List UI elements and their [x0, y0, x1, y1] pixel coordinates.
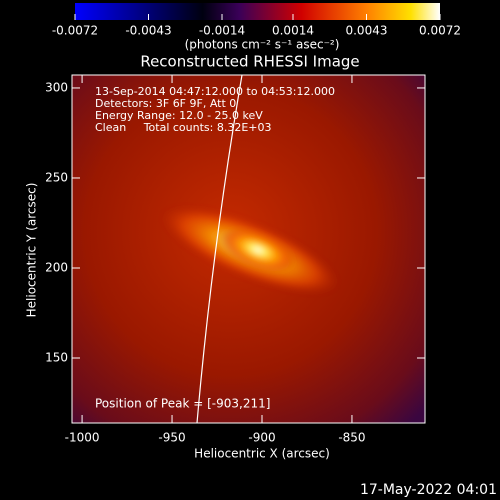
- peak-annotation: Position of Peak = [-903,211]: [95, 397, 270, 411]
- x-tick-label: -850: [338, 431, 365, 445]
- y-tick-label: 300: [45, 80, 68, 94]
- y-tick-label: 200: [45, 260, 68, 274]
- footer-date: 17-May-2022 04:01: [360, 482, 497, 498]
- solar-limb: [196, 75, 243, 423]
- colorbar-tick-label: -0.0043: [125, 24, 171, 38]
- annotation: 13-Sep-2014 04:47:12.000 to 04:53:12.000: [95, 85, 335, 98]
- y-axis-label: Heliocentric Y (arcsec): [25, 183, 39, 318]
- colorbar-tick-label: 0.0043: [345, 24, 387, 38]
- x-tick-label: -950: [158, 431, 185, 445]
- x-tick-label: -1000: [65, 431, 100, 445]
- colorbar: [75, 3, 440, 20]
- x-tick-label: -900: [248, 431, 275, 445]
- y-tick-label: 250: [45, 170, 68, 184]
- chart-title: Reconstructed RHESSI Image: [140, 53, 359, 71]
- x-axis-label: Heliocentric X (arcsec): [194, 447, 330, 461]
- y-tick-label: 150: [45, 351, 68, 365]
- colorbar-label: (photons cm⁻² s⁻¹ asec⁻²): [185, 38, 340, 52]
- image: [72, 75, 425, 423]
- annotation: Detectors: 3F 6F 9F, Att 0: [95, 97, 236, 110]
- colorbar-tick-label: -0.0014: [199, 24, 245, 38]
- source-core: [220, 227, 296, 273]
- colorbar-tick-label: -0.0072: [52, 24, 98, 38]
- colorbar-tick-label: 0.0072: [419, 24, 461, 38]
- colorbar-tick-label: 0.0014: [272, 24, 314, 38]
- annotation: Energy Range: 12.0 - 25.0 keV: [95, 109, 263, 122]
- annotation: Clean Total counts: 8.32E+03: [95, 121, 272, 134]
- plot-frame: [71, 74, 426, 424]
